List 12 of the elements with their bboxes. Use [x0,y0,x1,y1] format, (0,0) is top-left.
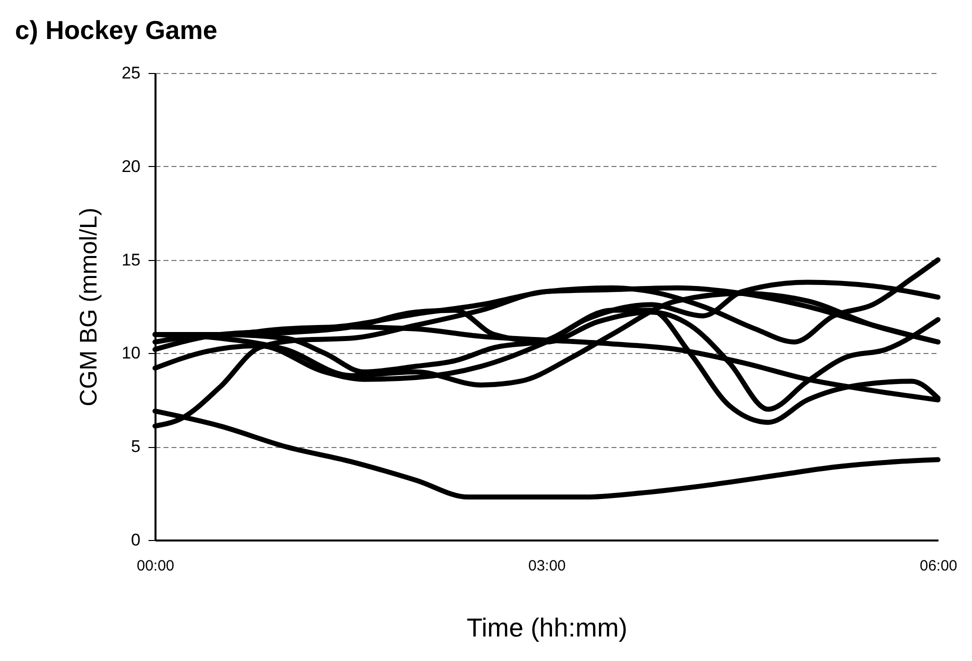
x-tick-label: 00:00 [136,558,174,574]
chart-title: c) Hockey Game [15,15,218,45]
x-axis-title: Time (hh:mm) [466,612,628,642]
x-tick-label: 03:00 [528,558,566,574]
y-axis-title: CGM BG (mmol/L) [76,208,103,406]
x-tick-label: 06:00 [920,558,958,574]
y-tick-label: 5 [131,437,140,456]
y-tick-label: 25 [122,64,140,82]
y-tick-label: 10 [122,344,140,363]
y-tick-label: 0 [131,530,140,550]
y-tick-label: 15 [122,250,140,270]
y-tick-label: 20 [122,156,140,176]
